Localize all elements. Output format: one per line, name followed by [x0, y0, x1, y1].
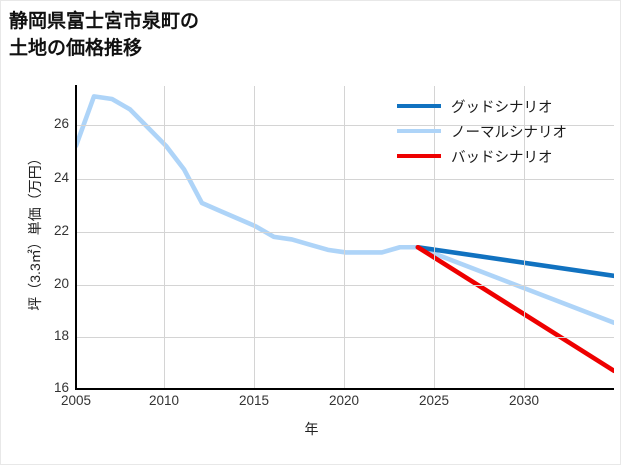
legend-label-good: グッドシナリオ — [451, 99, 553, 116]
y-tick-label-24: 24 — [53, 170, 69, 185]
gridline-y-24 — [76, 179, 614, 180]
gridline-y-20 — [76, 285, 614, 286]
y-axis-spine — [75, 85, 77, 390]
gridline-y-18 — [76, 337, 614, 338]
gridline-x-2020 — [344, 86, 345, 389]
x-tick-label-2015: 2015 — [238, 393, 270, 408]
y-tick-label-22: 22 — [53, 223, 69, 238]
gridline-x-2025 — [434, 86, 435, 389]
legend-swatch-good — [397, 103, 441, 109]
gridline-x-2015 — [254, 86, 255, 389]
gridline-y-22 — [76, 232, 614, 233]
legend-swatch-normal — [397, 128, 441, 134]
line-normal-scenario — [76, 94, 614, 325]
y-tick-label-20: 20 — [53, 276, 69, 291]
gridline-x-2030 — [524, 86, 525, 389]
gridline-x-2010 — [164, 86, 165, 389]
x-tick-label-2020: 2020 — [328, 393, 360, 408]
legend-label-bad: バッドシナリオ — [451, 149, 553, 166]
x-tick-label-2030: 2030 — [508, 393, 540, 408]
legend-item-good: グッドシナリオ — [397, 93, 553, 119]
line-bad-scenario — [415, 244, 614, 374]
legend-item-bad: バッドシナリオ — [397, 143, 553, 169]
y-tick-label-16: 16 — [53, 380, 69, 395]
x-tick-label-2010: 2010 — [148, 393, 180, 408]
x-tick-label-2005: 2005 — [60, 393, 92, 408]
legend-item-normal: ノーマルシナリオ — [397, 118, 567, 144]
chart-legend: グッドシナリオ ノーマルシナリオ バッドシナリオ — [397, 89, 612, 171]
legend-swatch-bad — [397, 153, 441, 159]
x-axis-title: 年 — [304, 421, 319, 437]
legend-label-normal: ノーマルシナリオ — [451, 124, 567, 141]
y-tick-label-26: 26 — [53, 116, 69, 131]
x-tick-label-2025: 2025 — [418, 393, 450, 408]
line-good-scenario — [415, 244, 614, 279]
data-series-group — [76, 94, 614, 374]
y-tick-label-18: 18 — [53, 328, 69, 343]
gridline-y-26 — [76, 125, 614, 126]
x-axis-spine — [75, 388, 614, 390]
chart-title: 静岡県富士宮市泉町の 土地の価格推移 — [9, 11, 200, 59]
